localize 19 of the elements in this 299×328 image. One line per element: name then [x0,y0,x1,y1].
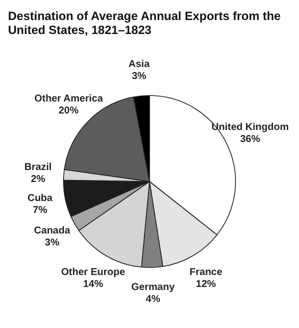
data-label: 4% [146,294,160,306]
data-label: 20% [58,105,79,116]
slice-label: Other Europe [61,267,126,278]
data-label: 7% [32,204,48,216]
slice-label: France [190,267,223,278]
data-label: 14% [83,279,104,290]
data-label: 36% [240,134,260,145]
text: Destination of Average Annual Exports from the [8,9,281,23]
slice-label: Germany [131,282,176,294]
text: United States, 1821–1823 [8,23,152,37]
slice-label: Asia [128,59,150,70]
data-label: 3% [44,237,60,248]
slice-label: Canada [34,225,71,236]
data-label: 3% [132,71,146,82]
data-label: 2% [30,174,46,185]
slice-label: Cuba [27,192,53,204]
slice-label: Other America [34,93,104,104]
data-label: 12% [196,279,216,290]
slice-label: Brazil [24,162,52,173]
